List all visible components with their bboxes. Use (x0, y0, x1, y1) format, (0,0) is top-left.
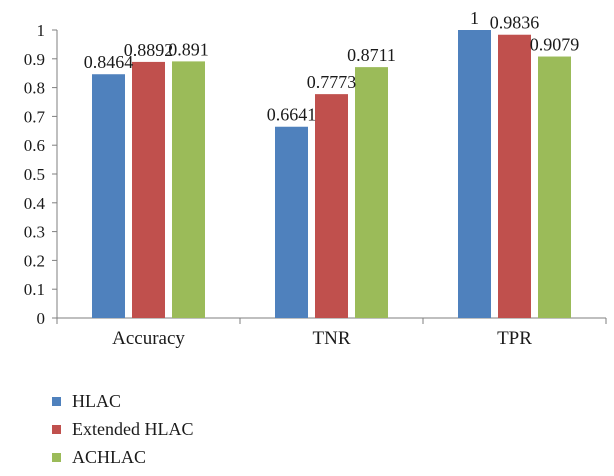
legend-label: Extended HLAC (72, 419, 193, 439)
y-tick-label: 1 (37, 21, 46, 40)
data-label: 0.8892 (124, 40, 174, 60)
legend-swatch (52, 425, 61, 434)
bar-extended-hlac-tpr (498, 34, 531, 318)
legend-label: HLAC (72, 391, 121, 411)
y-tick-label: 0.4 (24, 194, 46, 213)
x-category-label: TNR (313, 328, 351, 349)
data-label: 0.9836 (490, 13, 540, 33)
data-label: 1 (470, 8, 479, 28)
data-label: 0.9079 (530, 35, 580, 55)
y-tick-label: 0.3 (24, 223, 45, 242)
bar-hlac-accuracy (92, 74, 125, 318)
data-label: 0.8464 (84, 52, 134, 72)
y-tick-label: 0.2 (24, 251, 45, 270)
data-label: 0.891 (168, 39, 209, 59)
category-labels-group: Accuracy TNR TPR (112, 328, 532, 349)
data-label: 0.6641 (267, 105, 317, 125)
x-axis-ticks (56, 318, 607, 324)
y-tick-label: 0.7 (24, 107, 46, 126)
data-label: 0.8711 (347, 45, 396, 65)
bar-hlac-tnr (275, 126, 308, 318)
x-category-label: Accuracy (112, 328, 185, 349)
y-tick-label: 0.5 (24, 165, 45, 184)
bar-achlac-accuracy (172, 61, 205, 318)
y-tick-label: 0.1 (24, 280, 45, 299)
legend-swatch (52, 453, 61, 462)
data-label: 0.7773 (307, 72, 357, 92)
x-category-label: TPR (497, 328, 532, 349)
y-axis-ticks: 0 0.1 0.2 0.3 0.4 0.5 0.6 0.7 0.8 0.9 1 (24, 21, 57, 328)
bar-hlac-tpr (458, 30, 491, 318)
bar-achlac-tpr (538, 56, 571, 318)
y-tick-label: 0.6 (24, 136, 45, 155)
legend: HLAC Extended HLAC ACHLAC (52, 391, 193, 467)
legend-label: ACHLAC (72, 447, 146, 467)
y-tick-label: 0 (37, 309, 46, 328)
legend-swatch (52, 397, 61, 406)
y-tick-label: 0.8 (24, 79, 45, 98)
bar-achlac-tnr (355, 67, 388, 318)
bar-extended-hlac-tnr (315, 94, 348, 318)
bars-group (92, 30, 571, 318)
bar-extended-hlac-accuracy (132, 61, 165, 318)
y-tick-label: 0.9 (24, 50, 45, 69)
